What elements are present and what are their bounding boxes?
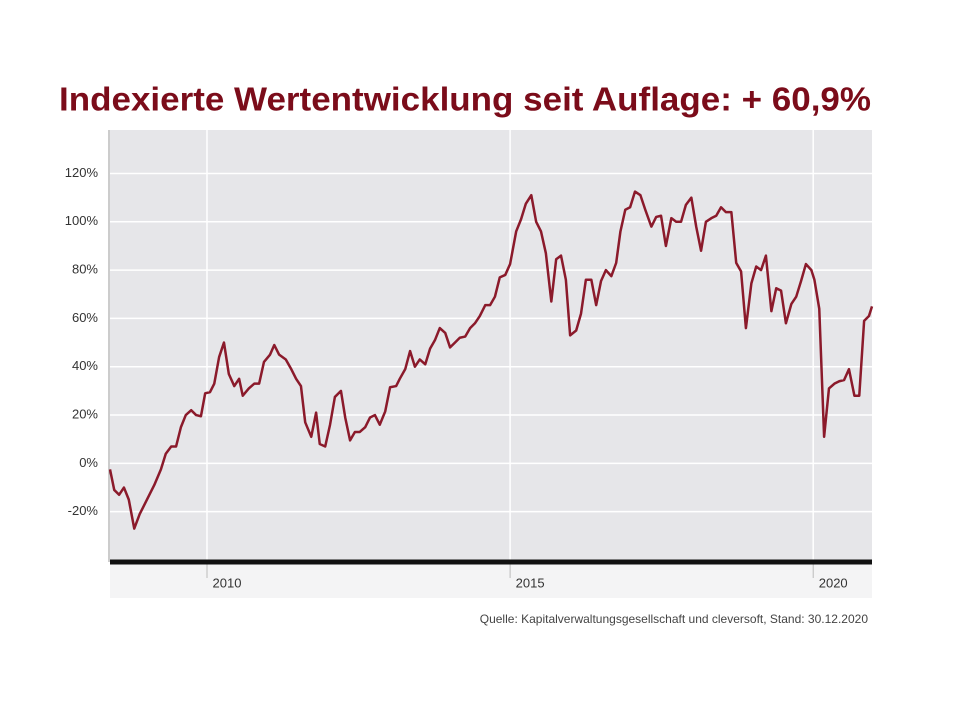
x-axis-band [110, 562, 872, 598]
y-tick-label: 60% [72, 310, 98, 325]
y-tick-label: 120% [65, 165, 99, 180]
y-tick-label: -20% [68, 503, 99, 518]
source-note: Quelle: Kapitalverwaltungsgesellschaft u… [480, 612, 869, 626]
x-tick-label: 2010 [213, 575, 242, 590]
y-tick-label: 0% [79, 455, 98, 470]
y-tick-label: 20% [72, 406, 98, 421]
series-line [108, 190, 874, 530]
x-tick-label: 2015 [516, 575, 545, 590]
x-tick-label: 2020 [819, 575, 848, 590]
plot-area [110, 130, 872, 560]
chart-title: Indexierte Wertentwicklung seit Auflage:… [59, 81, 871, 118]
y-tick-label: 80% [72, 262, 98, 277]
y-tick-label: 100% [65, 213, 99, 228]
y-tick-label: 40% [72, 358, 98, 373]
